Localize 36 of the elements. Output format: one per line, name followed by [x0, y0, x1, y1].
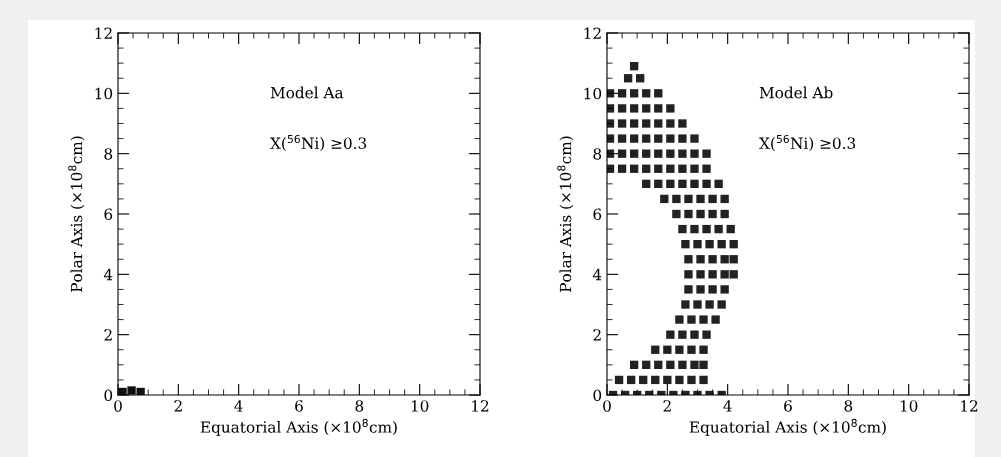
x-tick-label: 2	[174, 400, 182, 412]
y-tick-label: 2	[104, 329, 112, 341]
annotation: Model Ab	[759, 86, 833, 99]
y-tick-label: 10	[95, 87, 113, 100]
y-axis-title: Polar Axis (×10$^{8}$cm)	[557, 136, 574, 292]
x-tick-label: 12	[472, 400, 489, 412]
x-tick-label: 0	[114, 400, 122, 412]
annotation: X($^{56}$Ni) ≥0.3	[759, 134, 856, 152]
y-tick-label: 0	[104, 389, 113, 402]
y-tick-label: 8	[104, 148, 113, 160]
y-axis-title: Polar Axis (×10$^{8}$cm)	[68, 136, 85, 292]
annotation: X($^{56}$Ni) ≥0.3	[270, 134, 367, 152]
x-tick-label: 0	[603, 400, 611, 412]
x-tick-label: 2	[663, 400, 671, 412]
x-tick-label: 6	[295, 400, 303, 412]
x-tick-label: 12	[961, 400, 978, 412]
x-tick-label: 10	[411, 400, 429, 412]
x-axis-title: Equatorial Axis (×10$^{8}$cm)	[200, 418, 397, 436]
y-tick-label: 0	[593, 389, 602, 402]
y-tick-label: 4	[592, 268, 602, 281]
x-tick-label: 8	[844, 400, 853, 412]
y-tick-label: 12	[95, 27, 112, 39]
x-tick-label: 4	[723, 400, 732, 412]
x-tick-label: 8	[355, 400, 364, 412]
y-tick-label: 12	[584, 27, 601, 39]
x-tick-label: 10	[900, 400, 918, 412]
x-axis-title: Equatorial Axis (×10$^{8}$cm)	[689, 418, 886, 436]
y-tick-label: 4	[103, 268, 113, 281]
x-tick-label: 6	[784, 400, 792, 412]
y-tick-label: 6	[104, 208, 113, 221]
y-tick-label: 8	[593, 148, 602, 160]
x-tick-label: 4	[234, 400, 243, 412]
annotation: Model Aa	[270, 86, 344, 99]
y-tick-label: 6	[593, 208, 602, 221]
y-tick-label: 2	[593, 329, 601, 341]
y-tick-label: 10	[584, 87, 602, 100]
